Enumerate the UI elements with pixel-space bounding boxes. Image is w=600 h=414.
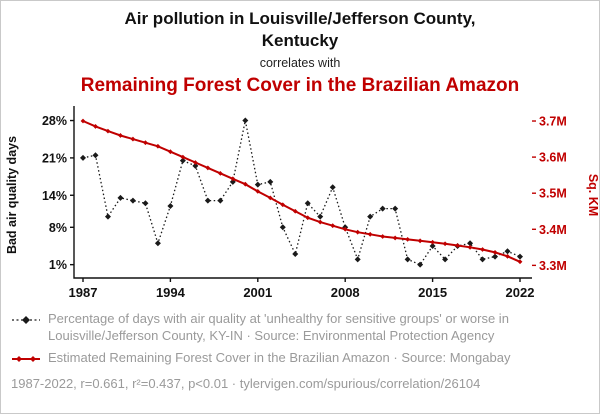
- svg-text:3.6M: 3.6M: [539, 151, 567, 165]
- right-axis-title: Sq. KM: [586, 174, 600, 216]
- black-dotted-diamond-marker-icon: [12, 315, 40, 324]
- legend-item-air-quality: Percentage of days with air quality at '…: [11, 311, 589, 344]
- svg-text:2015: 2015: [418, 285, 447, 300]
- svg-text:28%: 28%: [42, 114, 67, 128]
- svg-text:2022: 2022: [506, 285, 535, 300]
- page-title: Air pollution in Louisville/Jefferson Co…: [124, 9, 476, 51]
- svg-text:3.3M: 3.3M: [539, 259, 567, 273]
- svg-text:8%: 8%: [49, 221, 67, 235]
- svg-text:3.4M: 3.4M: [539, 223, 567, 237]
- legend: Percentage of days with air quality at '…: [1, 305, 599, 367]
- svg-text:2008: 2008: [331, 285, 360, 300]
- footer-stats: 1987-2022, r=0.661, r²=0.437, p<0.01 · t…: [11, 375, 481, 391]
- correlated-variable-title: Remaining Forest Cover in the Brazilian …: [80, 75, 520, 97]
- correlates-with-label: correlates with: [259, 56, 341, 71]
- legend-item-forest-cover: Estimated Remaining Forest Cover in the …: [11, 350, 589, 367]
- svg-text:14%: 14%: [42, 189, 67, 203]
- legend-air-quality-text: Percentage of days with air quality at '…: [48, 310, 509, 343]
- svg-text:1994: 1994: [156, 285, 186, 300]
- svg-text:2001: 2001: [243, 285, 272, 300]
- svg-text:3.5M: 3.5M: [539, 187, 567, 201]
- red-line-diamond-marker-icon: [12, 356, 40, 363]
- svg-text:1987: 1987: [69, 285, 98, 300]
- svg-text:21%: 21%: [42, 151, 67, 165]
- legend-forest-cover-text: Estimated Remaining Forest Cover in the …: [48, 350, 511, 366]
- left-axis-title: Bad air quality days: [5, 136, 19, 254]
- svg-text:1%: 1%: [49, 258, 67, 272]
- plot-area: 1% 8% 14% 21% 28% 3.3M 3.4M 3.5M 3.6M 3.7M 1987 199…: [42, 105, 567, 300]
- svg-text:3.7M: 3.7M: [539, 115, 567, 129]
- dual-axis-line-chart: Bad air quality days Sq. KM 1% 8% 14% 21% 28…: [5, 105, 600, 300]
